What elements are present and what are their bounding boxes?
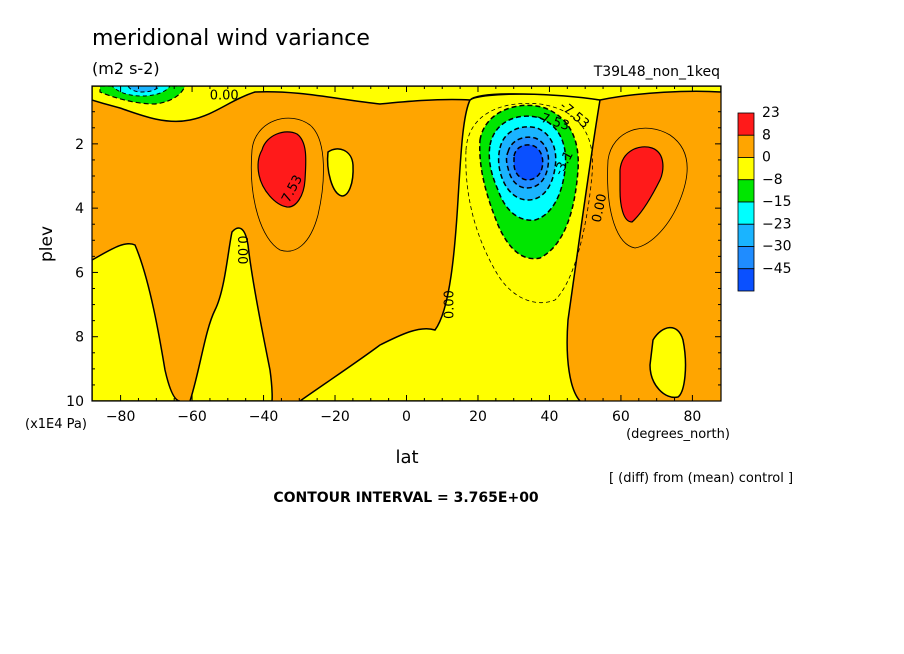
y-axis-title: plev (37, 226, 57, 262)
colorbar-label: −30 (762, 239, 792, 255)
y-tick-label: 6 (75, 265, 84, 281)
red-region-south (257, 131, 307, 208)
y-tick-label: 2 (75, 137, 84, 153)
blue-core-region (513, 144, 544, 181)
x-tick-label: 40 (541, 409, 559, 425)
x-tick-label: −80 (106, 409, 136, 425)
colorbar-label: 23 (762, 105, 780, 121)
contour-label: 0.00 (442, 290, 457, 319)
y-axis-units: (x1E4 Pa) (25, 417, 87, 432)
colorbar-label: −15 (762, 194, 792, 210)
contour-label: 0.00 (590, 193, 611, 224)
colorbar-label: 0 (762, 150, 771, 166)
x-tick-label: −40 (249, 409, 279, 425)
contour-line-south (250, 117, 324, 252)
colorbar-swatch (737, 179, 755, 203)
experiment-label: T39L48_non_1keq (593, 64, 720, 80)
yellow-region-island-west (326, 148, 354, 197)
colorbar-swatch (737, 223, 755, 247)
yellow-region-top (92, 86, 721, 123)
contour-line-negative-outer (465, 102, 593, 304)
colorbar-swatch (737, 268, 755, 292)
colorbar-swatch (737, 134, 755, 158)
units-label: (m2 s-2) (92, 59, 160, 78)
x-tick-label: −60 (177, 409, 207, 425)
contour-interval-label: CONTOUR INTERVAL = 3.765E+00 (273, 490, 539, 506)
x-axis-title: lat (395, 447, 418, 468)
top-left-blue-region (127, 86, 161, 93)
y-tick-label: 8 (75, 330, 84, 346)
contour-label: 0.00 (234, 235, 249, 264)
x-tick-label: −20 (320, 409, 350, 425)
x-tick-label: 20 (469, 409, 487, 425)
contour-label: 0.00 (210, 89, 239, 104)
y-tick-label: 10 (66, 394, 84, 410)
x-axis-units: (degrees_north) (626, 427, 730, 442)
red-region-north (619, 146, 664, 223)
y-tick-label: 4 (75, 201, 84, 217)
contour-field (92, 86, 721, 401)
colorbar-label: −23 (762, 216, 792, 232)
chart-title: meridional wind variance (92, 26, 370, 51)
yellow-region-south (92, 243, 181, 401)
colorbar-swatch (737, 201, 755, 225)
colorbar-swatch (737, 112, 755, 136)
colorbar: 23 8 0 −8 −15 −23 −30 −45 (737, 105, 792, 292)
colorbar-label: −45 (762, 261, 792, 277)
yellow-region-island-east (649, 326, 687, 399)
colorbar-label: −8 (762, 172, 783, 188)
colorbar-swatch (737, 246, 755, 270)
diff-note: [ (diff) from (mean) control ] (609, 471, 793, 486)
x-tick-label: 0 (402, 409, 411, 425)
y-axis-ticks: 2 4 6 8 10 (66, 111, 721, 410)
yellow-region-midsouth (189, 227, 273, 401)
x-axis-ticks: −80 −60 −40 −20 0 20 40 60 80 (106, 86, 701, 425)
x-tick-label: 60 (612, 409, 630, 425)
contour-line-north (607, 127, 688, 249)
x-tick-label: 80 (683, 409, 701, 425)
colorbar-swatch (737, 157, 755, 181)
colorbar-label: 8 (762, 127, 771, 143)
